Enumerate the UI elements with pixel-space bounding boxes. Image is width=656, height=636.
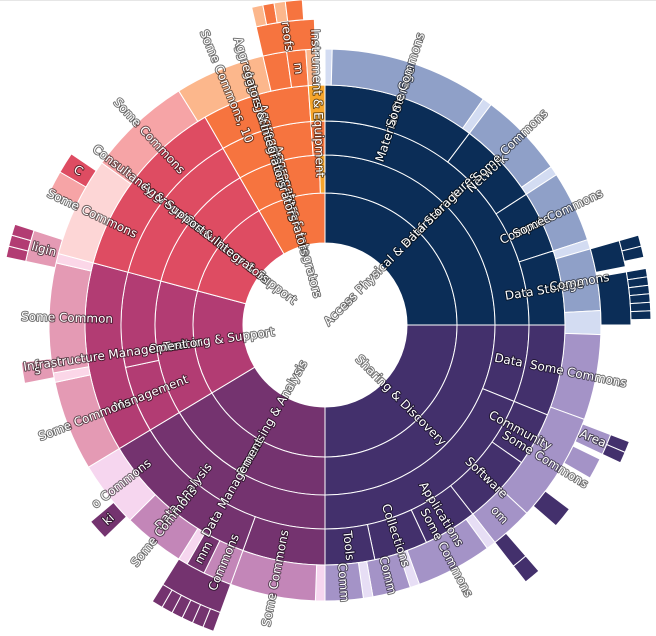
- label-reofs: reofs: [279, 21, 297, 52]
- segment-d6-49[interactable]: [532, 490, 571, 527]
- segment-d7-20[interactable]: [621, 245, 645, 262]
- segment-d7-109[interactable]: [284, 0, 305, 22]
- label-m: m: [291, 62, 306, 75]
- label-s: s: [33, 363, 41, 378]
- segment-d7-25[interactable]: [629, 301, 652, 313]
- segment-d7-85[interactable]: [11, 223, 35, 242]
- label-tools: Tools: [340, 529, 357, 561]
- label-comm: Comm: [335, 562, 352, 602]
- label-some-common: Some Common: [21, 310, 113, 326]
- segment-d7-70[interactable]: [151, 583, 173, 609]
- segment-ki[interactable]: [89, 501, 128, 539]
- label-data: Data: [493, 351, 524, 370]
- top-border: [0, 0, 656, 1]
- segment-d7-48[interactable]: [601, 443, 626, 464]
- label-instrument-equipment: Instrument & Equipment: [308, 29, 327, 178]
- segment-s[interactable]: [20, 358, 55, 384]
- segment-d5-15[interactable]: [564, 310, 602, 336]
- segment-d6-46[interactable]: [563, 445, 601, 479]
- sunburst-segments: [5, 0, 652, 632]
- segment-d7-51[interactable]: [512, 555, 540, 583]
- segment-c[interactable]: [59, 153, 97, 188]
- segment-d7-26[interactable]: [630, 310, 652, 321]
